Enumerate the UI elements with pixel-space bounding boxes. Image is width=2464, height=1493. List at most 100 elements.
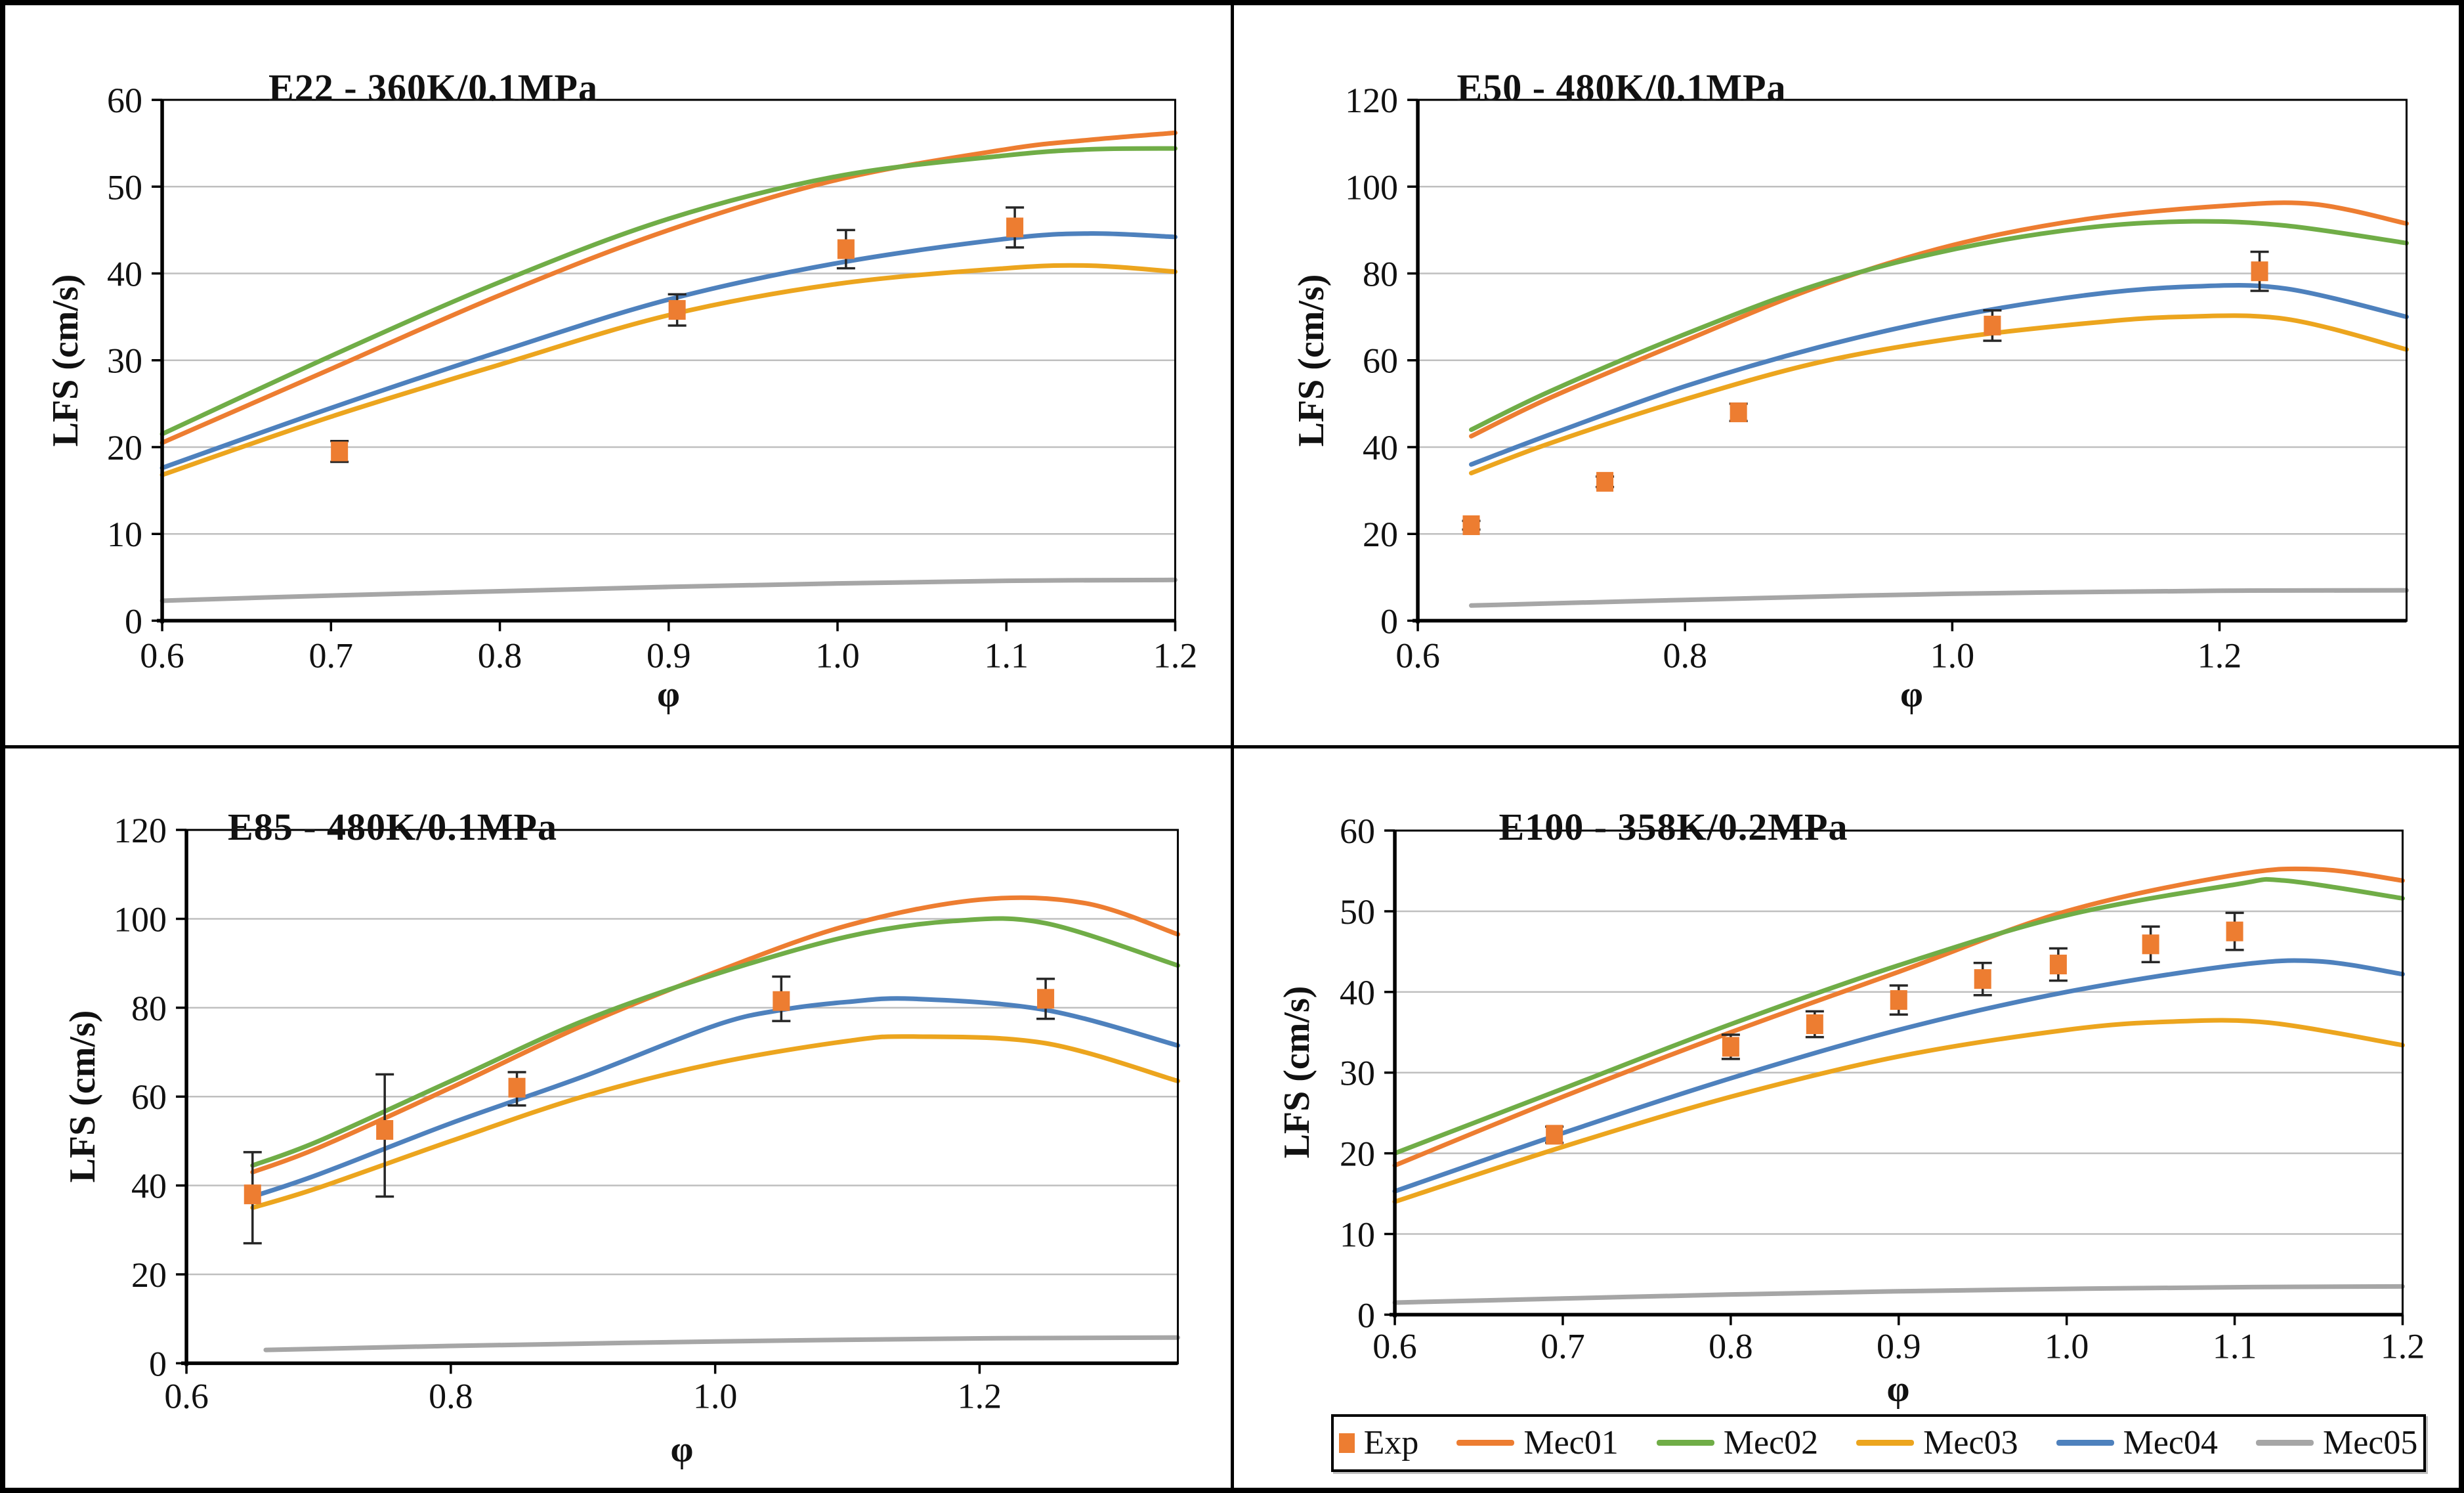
exp-point — [1729, 402, 1748, 423]
y-axis-label-e85: LFS (cm/s) — [62, 1010, 103, 1182]
series-line-mec04 — [1468, 283, 2409, 467]
series-line-mec01 — [159, 130, 1178, 445]
series-line-mec02 — [1468, 219, 2409, 432]
series-line-mec03 — [1392, 1017, 2405, 1204]
series-line-mec03 — [159, 263, 1178, 477]
x-tick-label: 0.7 — [1540, 1326, 1584, 1366]
legend-label: Mec02 — [1723, 1424, 1819, 1461]
chart-panel-e22: 0.6 0.7 0.8 0.9 1.0 1.1 1.2 0 10 20 30 40 50 60 E22 -… — [5, 5, 1231, 745]
y-tick-label: 10 — [107, 515, 142, 554]
series-line-mec04 — [159, 231, 1178, 471]
y-tick-label: 60 — [1340, 811, 1375, 851]
exp-point — [1973, 961, 1992, 996]
y-tick-label: 80 — [131, 988, 167, 1028]
plot-area-e50: 0.6 0.8 1.0 1.2 0 20 40 60 80 100 120 — [1345, 81, 2409, 675]
series-line-mec03 — [250, 1033, 1180, 1210]
series-line-mec05 — [159, 577, 1178, 603]
legend-label: Mec05 — [2322, 1424, 2418, 1461]
x-tick-label: 1.2 — [2380, 1326, 2424, 1366]
y-axis-label-e22: LFS (cm/s) — [45, 274, 86, 446]
y-tick-label: 60 — [1363, 341, 1398, 381]
x-tick-label: 0.6 — [1395, 636, 1439, 675]
y-axis-label-e50: LFS (cm/s) — [1290, 274, 1332, 446]
x-axis-label-e100: φ — [1886, 1368, 1910, 1410]
legend-label: Mec03 — [1923, 1424, 2018, 1461]
exp-point — [2141, 925, 2160, 963]
exp-point — [1889, 984, 1908, 1016]
series-line-icon — [1456, 1440, 1515, 1446]
y-tick-label: 10 — [1340, 1215, 1375, 1254]
exp-point — [1461, 515, 1481, 535]
exp-point — [2049, 947, 2068, 982]
x-tick-label: 0.8 — [1663, 636, 1707, 675]
y-tick-label: 60 — [107, 81, 142, 120]
y-tick-label: 60 — [131, 1077, 167, 1117]
x-axis-label-e50: φ — [1900, 674, 1923, 715]
x-tick-label: 0.6 — [164, 1376, 208, 1416]
series-line-mec01 — [1468, 200, 2409, 439]
x-tick-label: 1.2 — [958, 1376, 1002, 1416]
y-tick-label: 30 — [107, 341, 142, 381]
x-axis-label-e85: φ — [670, 1429, 694, 1470]
series-line-mec02 — [250, 916, 1180, 1168]
series-line-mec02 — [159, 146, 1178, 437]
x-tick-label: 1.0 — [2044, 1326, 2088, 1366]
legend-item-mec03: Mec03 — [1856, 1423, 2018, 1462]
exp-point — [1721, 1033, 1740, 1060]
plot-area-e100: 0.6 0.7 0.8 0.9 1.0 1.1 1.2 0 10 20 30 40 50 60 — [1340, 811, 2425, 1366]
series-line-mec05 — [1468, 588, 2409, 608]
y-tick-label: 40 — [1340, 972, 1375, 1012]
y-tick-label: 120 — [1345, 81, 1398, 120]
series-line-mec01 — [1392, 866, 2405, 1168]
series-line-icon — [1656, 1440, 1714, 1446]
x-tick-label: 0.7 — [309, 636, 353, 675]
chart-panel-e50: 0.6 0.8 1.0 1.2 0 20 40 60 80 100 120 E50 - 480K/0… — [1233, 5, 2459, 745]
exp-point — [1006, 206, 1025, 249]
series-line-icon — [1856, 1440, 1915, 1446]
chart-title-e100: E100 - 358K/0.2MPa — [1498, 805, 1848, 848]
x-tick-label: 0.8 — [1709, 1326, 1752, 1366]
x-tick-label: 0.6 — [140, 636, 184, 675]
y-tick-label: 80 — [1363, 255, 1398, 294]
x-tick-label: 0.9 — [1877, 1326, 1921, 1366]
exp-point — [1595, 471, 1614, 492]
legend-item-mec05: Mec05 — [2255, 1423, 2418, 1462]
series-line-mec04 — [250, 995, 1180, 1199]
legend-label: Exp — [1363, 1424, 1419, 1461]
x-tick-label: 0.6 — [1372, 1326, 1416, 1366]
series-line-mec04 — [1392, 957, 2405, 1194]
x-tick-label: 0.9 — [647, 636, 690, 675]
y-tick-label: 20 — [1363, 515, 1398, 554]
y-tick-label: 20 — [131, 1255, 167, 1295]
x-tick-label: 0.8 — [429, 1376, 473, 1416]
legend-item-mec04: Mec04 — [2056, 1423, 2218, 1462]
y-tick-label: 40 — [107, 255, 142, 294]
exp-point — [1036, 977, 1055, 1020]
legend-item-mec01: Mec01 — [1456, 1423, 1619, 1462]
plot-area-e85: 0.6 0.8 1.0 1.2 0 20 40 60 80 100 120 — [114, 811, 1180, 1416]
y-tick-label: 0 — [149, 1344, 167, 1383]
series-line-mec03 — [1468, 313, 2409, 476]
legend-item-exp: Exp — [1338, 1423, 1419, 1462]
series-line-icon — [2255, 1440, 2314, 1446]
legend-label: Mec04 — [2123, 1424, 2218, 1461]
x-tick-label: 1.2 — [2197, 636, 2241, 675]
legend-item-mec02: Mec02 — [1656, 1423, 1819, 1462]
x-tick-label: 1.1 — [984, 636, 1028, 675]
y-tick-label: 40 — [1363, 428, 1398, 467]
x-tick-label: 1.2 — [1153, 636, 1197, 675]
y-tick-label: 50 — [1340, 892, 1375, 931]
exp-marker-icon — [1338, 1433, 1355, 1453]
series-line-icon — [2056, 1440, 2114, 1446]
x-axis-label-e22: φ — [657, 674, 680, 715]
y-tick-label: 20 — [1340, 1134, 1375, 1173]
exp-point — [836, 228, 855, 270]
x-tick-label: 1.0 — [1930, 636, 1974, 675]
chart-title-e22: E22 - 360K/0.1MPa — [268, 66, 598, 110]
series-line-mec02 — [1392, 876, 2405, 1156]
y-tick-label: 0 — [1380, 601, 1398, 641]
series-line-mec05 — [263, 1335, 1180, 1352]
y-tick-label: 20 — [107, 428, 142, 467]
x-tick-label: 1.0 — [693, 1376, 737, 1416]
